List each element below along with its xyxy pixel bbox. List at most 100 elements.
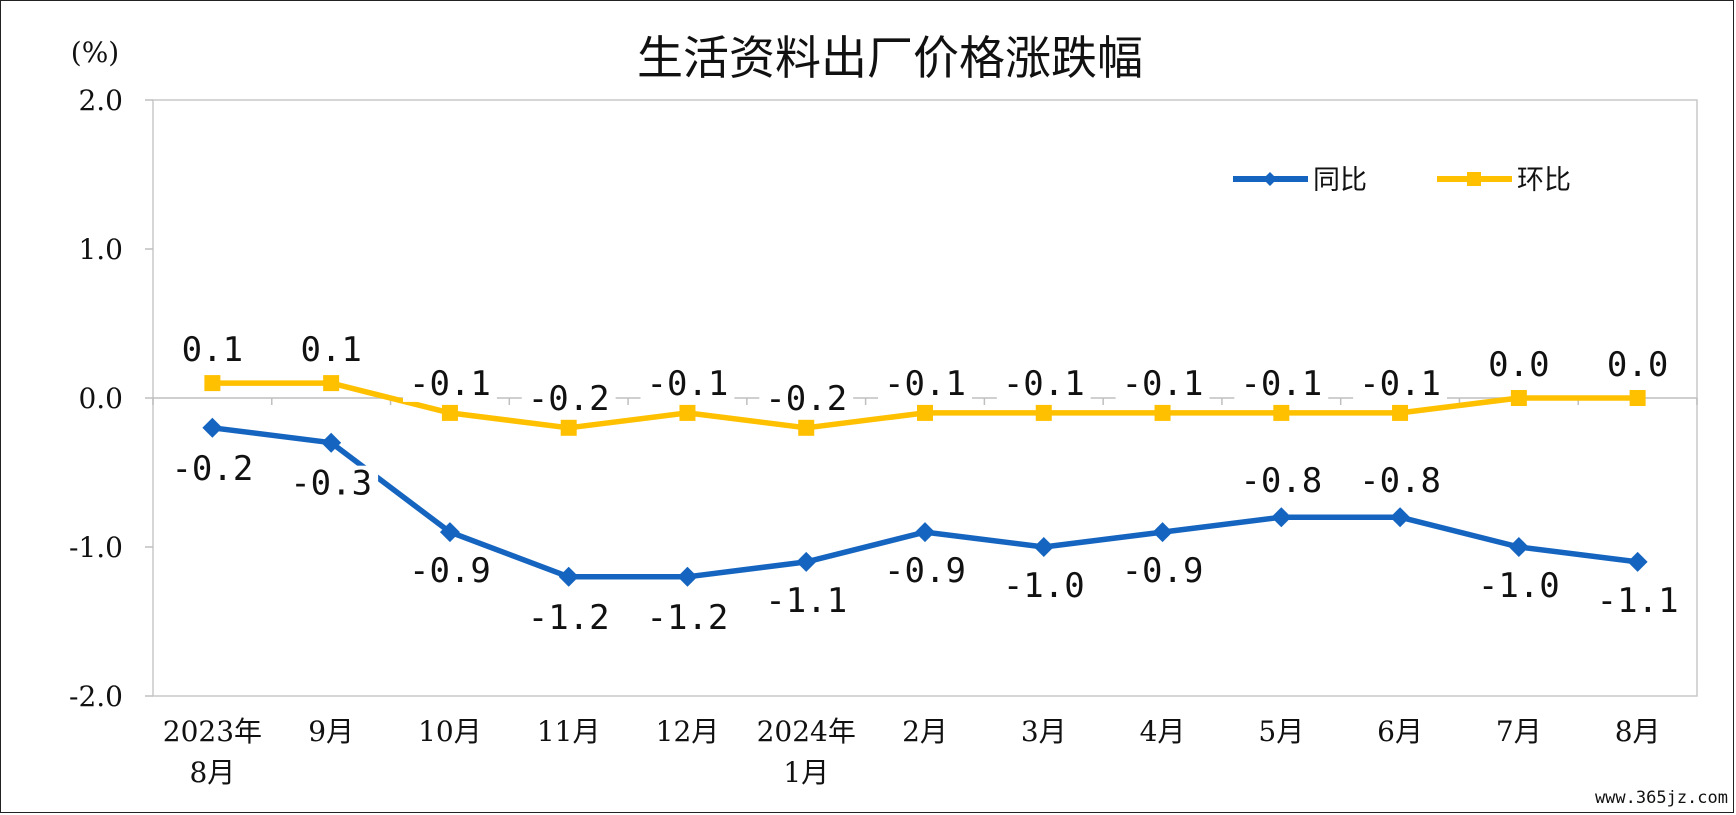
chart-title: 生活资料出厂价格涨跌幅 <box>637 31 1143 85</box>
x-tick-label: 10月 <box>418 715 482 748</box>
y-tick-label: 0.0 <box>78 382 123 415</box>
data-point-yoy <box>1508 537 1529 557</box>
data-label-yoy: -1.0 <box>1478 566 1560 606</box>
y-axis-unit: (%) <box>71 36 119 69</box>
data-label-background <box>996 365 1091 402</box>
data-label-background <box>1234 365 1329 402</box>
x-tick-label: 5月 <box>1258 715 1304 748</box>
data-point-mom <box>1273 404 1290 421</box>
data-point-yoy <box>677 566 698 587</box>
data-label-background <box>521 380 616 417</box>
data-label-yoy: -0.9 <box>884 551 966 591</box>
data-point-mom <box>1629 390 1646 406</box>
y-tick-label: 2.0 <box>78 84 123 117</box>
y-tick-label: 1.0 <box>78 233 123 266</box>
data-point-yoy <box>1152 522 1173 543</box>
x-tick-label: 11月 <box>537 715 601 748</box>
data-point-mom <box>1154 404 1171 421</box>
data-label-background <box>521 599 616 636</box>
legend-yoy-swatch-marker <box>1263 172 1277 186</box>
data-label-mom: -0.1 <box>647 364 729 404</box>
data-label-mom: 0.0 <box>1488 345 1549 385</box>
data-label-mom: 0.0 <box>1607 345 1668 385</box>
x-tick-label: 8月 <box>1615 715 1661 748</box>
data-label-mom: 0.1 <box>300 330 361 370</box>
data-label-background <box>1590 582 1685 619</box>
data-label-background <box>402 365 497 402</box>
data-label-yoy: -1.2 <box>528 598 610 638</box>
data-label-background <box>294 332 368 369</box>
x-tick-label: 1月 <box>783 756 829 789</box>
data-label-mom: 0.1 <box>182 330 243 370</box>
data-label-mom: -0.1 <box>884 364 966 404</box>
data-point-mom <box>1392 404 1409 421</box>
legend-yoy-label: 同比 <box>1313 165 1367 196</box>
data-label-yoy: -0.9 <box>409 551 491 591</box>
data-label-background <box>640 365 735 402</box>
data-label-yoy: -0.2 <box>171 449 253 489</box>
data-label-yoy: -1.0 <box>1003 566 1085 606</box>
data-point-mom <box>560 419 577 436</box>
data-label-background <box>1353 365 1448 402</box>
data-label-background <box>1482 347 1556 383</box>
data-label-yoy: -0.9 <box>1122 551 1204 591</box>
data-point-yoy <box>1033 537 1054 557</box>
x-tick-label: 7月 <box>1496 715 1542 748</box>
data-label-background <box>1600 347 1675 383</box>
data-label-background <box>996 568 1091 604</box>
data-label-mom: -0.2 <box>765 379 847 419</box>
data-label-background <box>402 553 497 590</box>
data-label-background <box>1471 568 1566 604</box>
data-label-mom: -0.1 <box>1240 364 1322 404</box>
data-point-yoy <box>202 417 223 438</box>
legend-mom-swatch-marker <box>1467 172 1481 186</box>
data-point-yoy <box>558 566 579 587</box>
data-point-mom <box>798 419 815 436</box>
data-label-background <box>1115 553 1210 590</box>
data-label-background <box>759 380 854 417</box>
data-point-mom <box>1035 404 1052 421</box>
data-point-yoy <box>1627 551 1648 572</box>
data-point-mom <box>917 404 933 421</box>
x-tick-label: 9月 <box>308 715 354 748</box>
x-tick-label: 2024年 <box>757 715 856 748</box>
data-point-yoy <box>321 432 342 453</box>
data-point-yoy <box>439 522 460 543</box>
y-tick-label: -2.0 <box>69 680 123 713</box>
legend-mom-label: 环比 <box>1517 165 1571 196</box>
data-label-background <box>878 365 972 402</box>
data-label-background <box>165 450 260 487</box>
data-label-background <box>284 465 379 502</box>
data-label-yoy: -1.1 <box>1597 581 1679 621</box>
data-label-yoy: -1.1 <box>765 581 847 621</box>
data-label-yoy: -0.8 <box>1240 461 1322 501</box>
data-point-yoy <box>915 522 935 543</box>
data-label-mom: -0.1 <box>1122 364 1204 404</box>
data-point-mom <box>323 375 340 392</box>
y-tick-label: -1.0 <box>69 531 123 564</box>
watermark: www.365jz.com <box>1595 788 1728 808</box>
x-tick-label: 6月 <box>1377 715 1423 748</box>
data-point-mom <box>204 375 221 392</box>
x-tick-label: 8月 <box>189 756 235 789</box>
data-label-background <box>640 599 735 636</box>
x-tick-label: 2月 <box>902 715 948 748</box>
data-label-background <box>1234 463 1329 500</box>
data-label-yoy: -0.3 <box>290 464 372 504</box>
data-label-mom: -0.1 <box>1359 364 1441 404</box>
x-tick-label: 3月 <box>1021 715 1067 748</box>
x-tick-label: 12月 <box>656 715 720 748</box>
data-label-background <box>1115 365 1210 402</box>
data-label-mom: -0.1 <box>1003 364 1085 404</box>
data-label-background <box>878 553 972 590</box>
data-label-background <box>175 332 250 369</box>
data-label-mom: -0.1 <box>409 364 491 404</box>
data-label-background <box>1353 463 1448 500</box>
data-label-yoy: -1.2 <box>647 598 729 638</box>
legend: 同比 环比 <box>1233 165 1571 196</box>
x-tick-label: 4月 <box>1140 715 1186 748</box>
x-tick-label: 2023年 <box>163 715 262 748</box>
data-point-mom <box>441 404 458 421</box>
